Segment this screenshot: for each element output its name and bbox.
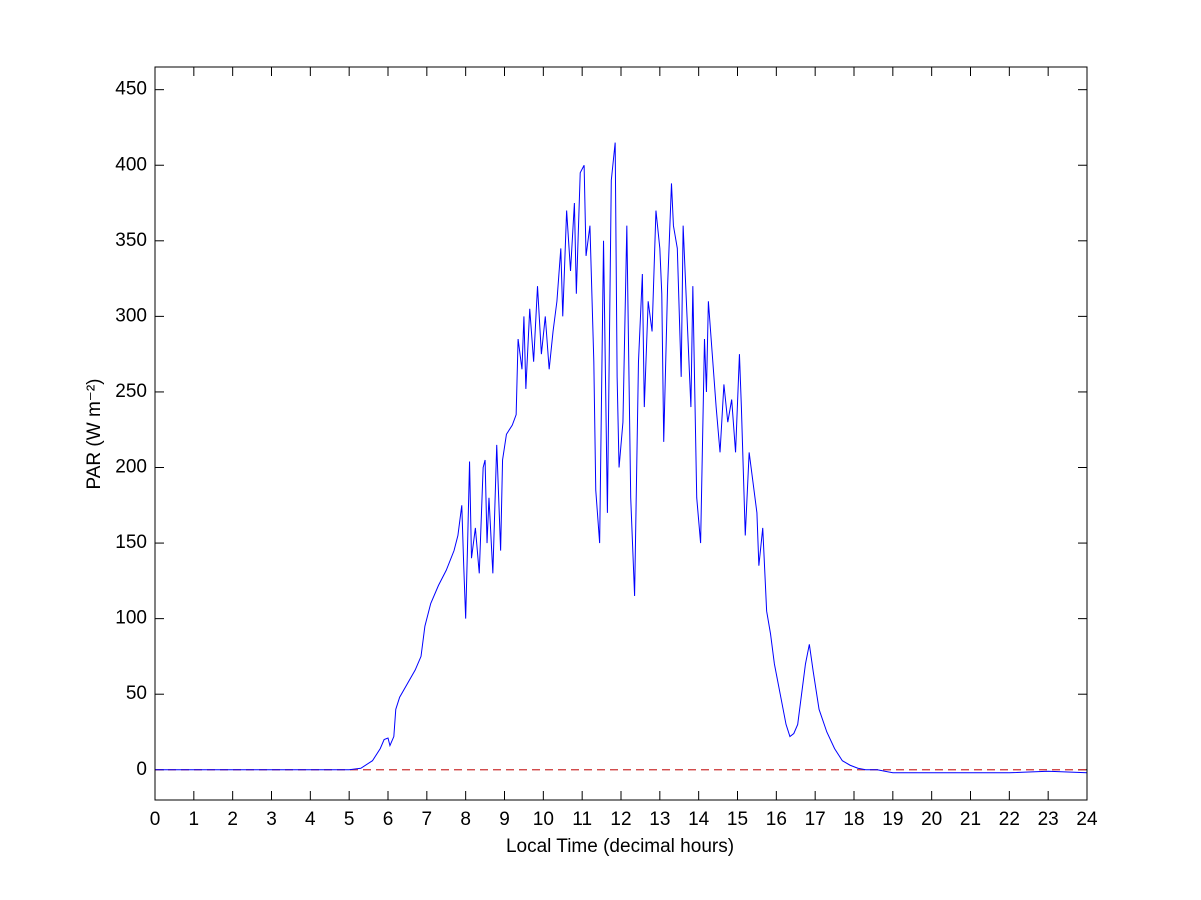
x-tick-label: 19 xyxy=(882,809,903,830)
x-tick-label: 7 xyxy=(422,809,433,830)
x-tick-label: 21 xyxy=(960,809,981,830)
x-tick-label: 18 xyxy=(843,809,864,830)
x-tick-label: 22 xyxy=(999,809,1020,830)
x-tick-label: 20 xyxy=(921,809,942,830)
x-tick-label: 5 xyxy=(344,809,355,830)
x-tick-label: 3 xyxy=(266,809,277,830)
plot-frame xyxy=(154,66,1088,801)
x-axis-label: Local Time (decimal hours) xyxy=(506,836,734,857)
x-tick-label: 10 xyxy=(533,809,554,830)
x-tick-label: 1 xyxy=(189,809,200,830)
y-tick-label: 450 xyxy=(115,79,147,100)
x-tick-label: 2 xyxy=(227,809,238,830)
data-line xyxy=(155,142,1088,774)
x-tick-label: 6 xyxy=(383,809,394,830)
y-tick-label: 0 xyxy=(136,759,147,780)
y-tick-label: 100 xyxy=(115,608,147,629)
x-tick-label: 9 xyxy=(499,809,510,830)
y-tick-label: 150 xyxy=(115,532,147,553)
x-tick-label: 15 xyxy=(727,809,748,830)
x-tick-label: 16 xyxy=(766,809,787,830)
y-tick-label: 350 xyxy=(115,230,147,251)
x-tick-label: 24 xyxy=(1076,809,1098,830)
x-tick-label: 8 xyxy=(460,809,471,830)
x-tick-label: 0 xyxy=(150,809,161,830)
y-tick-label: 200 xyxy=(115,457,147,478)
y-tick-label: 250 xyxy=(115,381,147,402)
x-tick-label: 12 xyxy=(610,809,631,830)
y-tick-label: 50 xyxy=(126,683,147,704)
x-tick-label: 14 xyxy=(688,809,710,830)
x-tick-label: 13 xyxy=(649,809,670,830)
y-axis-label: PAR (W m⁻²) xyxy=(84,379,105,490)
x-tick-label: 11 xyxy=(572,809,592,830)
y-tick-label: 400 xyxy=(115,154,147,175)
x-tick-label: 17 xyxy=(805,809,826,830)
x-tick-label: 4 xyxy=(305,809,316,830)
x-tick-label: 23 xyxy=(1038,809,1059,830)
y-tick-label: 300 xyxy=(115,305,147,326)
